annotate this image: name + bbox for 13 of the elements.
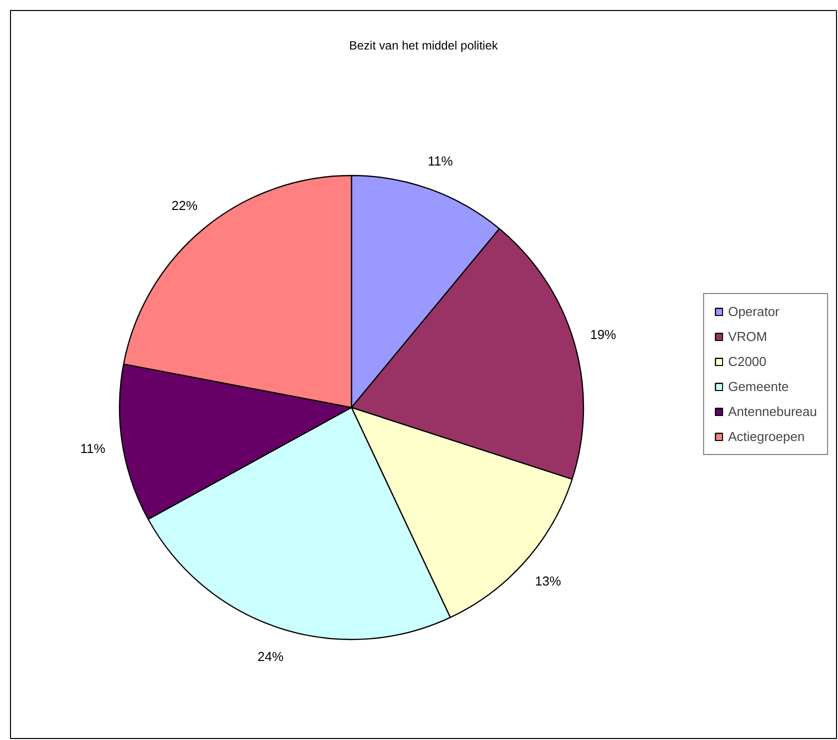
legend-label: Operator xyxy=(728,304,780,319)
data-label: 24% xyxy=(258,649,284,664)
chart-title: Bezit van het middel politiek xyxy=(349,38,499,52)
legend-label: C2000 xyxy=(728,354,766,369)
data-label: 11% xyxy=(80,440,106,456)
data-label: 11% xyxy=(428,153,454,168)
data-label: 13% xyxy=(535,573,562,588)
legend-label: Gemeente xyxy=(728,379,789,394)
legend-label: VROM xyxy=(728,329,768,344)
legend-label: Antennebureau xyxy=(728,404,817,419)
data-label: 19% xyxy=(590,326,617,342)
data-label: 22% xyxy=(171,198,198,214)
legend-label: Actiegroepen xyxy=(728,429,805,444)
